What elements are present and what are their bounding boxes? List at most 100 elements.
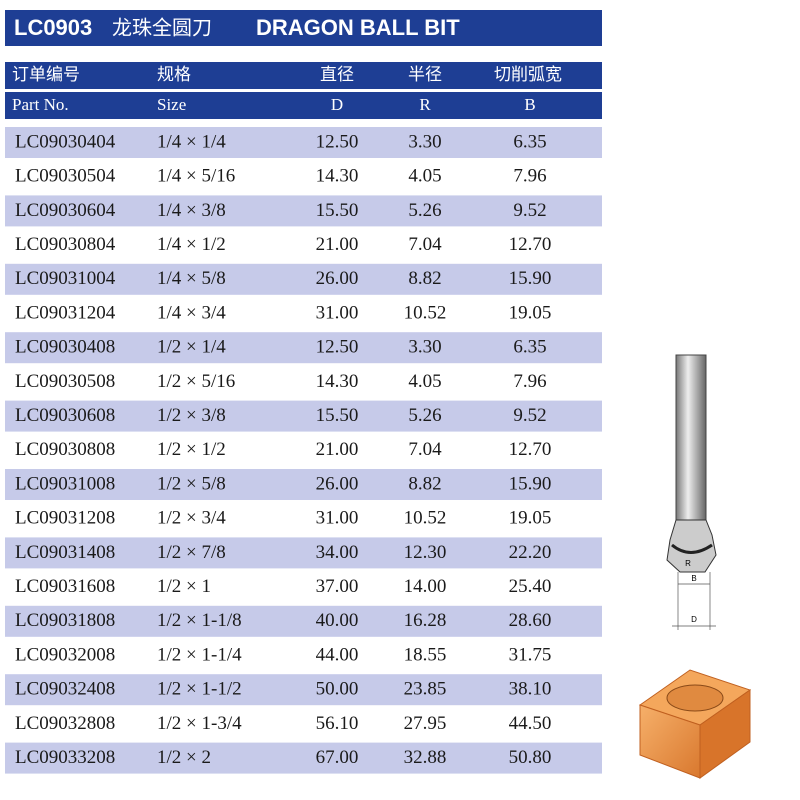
cell: 50.00 — [316, 679, 359, 700]
cell: 19.05 — [509, 508, 552, 529]
cell: 8.82 — [408, 268, 441, 289]
cell: LC09032008 — [15, 644, 115, 665]
cell: LC09031004 — [15, 268, 116, 289]
cell: 38.10 — [509, 679, 552, 700]
header-cn: 半径 — [408, 65, 442, 84]
title-en: DRAGON BALL BIT — [256, 15, 460, 40]
cell: LC09030408 — [15, 337, 115, 358]
cell: 19.05 — [509, 302, 552, 323]
title-cn: 龙珠全圆刀 — [112, 16, 212, 39]
cell: 5.26 — [408, 405, 441, 426]
cell: 1/2 × 7/8 — [157, 542, 226, 563]
row-stripe — [5, 400, 602, 432]
cell: 1/2 × 3/8 — [157, 405, 226, 426]
cell: LC09030808 — [15, 439, 115, 460]
cell: 25.40 — [509, 576, 552, 597]
cell: 1/2 × 1-1/2 — [157, 679, 242, 700]
cell: 1/2 × 1/2 — [157, 439, 226, 460]
title-bar — [5, 10, 602, 46]
cell: 5.26 — [408, 200, 441, 221]
cell: 12.70 — [509, 439, 552, 460]
cell: 12.50 — [316, 337, 359, 358]
cell: 26.00 — [316, 473, 359, 494]
header-en: D — [331, 95, 343, 114]
cell: 1/4 × 5/16 — [157, 166, 235, 187]
cell: LC09031008 — [15, 473, 115, 494]
header-en: R — [419, 95, 431, 114]
groove — [666, 684, 724, 712]
row-stripe — [5, 742, 602, 774]
cutter — [666, 519, 717, 573]
cell: LC09030804 — [15, 234, 116, 255]
cell: LC09030404 — [15, 131, 116, 152]
label-r: R — [685, 559, 691, 568]
cell: 31.00 — [316, 508, 359, 529]
cell: 1/2 × 1-3/4 — [157, 713, 242, 734]
cell: LC09031808 — [15, 610, 115, 631]
header-en: B — [524, 95, 535, 114]
row-stripe — [5, 263, 602, 295]
block-side — [699, 689, 751, 779]
cell: 14.30 — [316, 166, 359, 187]
cell: LC09031204 — [15, 302, 116, 323]
cell: 1/2 × 5/8 — [157, 473, 226, 494]
row-stripe — [5, 127, 602, 158]
cell: 32.88 — [404, 747, 447, 768]
cell: LC09032808 — [15, 713, 115, 734]
cell: 21.00 — [316, 439, 359, 460]
cell: 7.04 — [408, 234, 442, 255]
cell: 10.52 — [404, 302, 447, 323]
header-cn-bar — [5, 62, 602, 89]
cell: 9.52 — [513, 405, 546, 426]
cell: LC09031608 — [15, 576, 115, 597]
header-en: Part No. — [12, 95, 69, 114]
cutter-edge — [671, 543, 713, 554]
cell: 15.50 — [316, 200, 359, 221]
cell: 6.35 — [513, 131, 546, 152]
cell: 12.50 — [316, 131, 359, 152]
cell: 1/2 × 2 — [157, 747, 211, 768]
shank — [675, 354, 707, 521]
bit-drawing: R B D — [666, 354, 717, 630]
cell: 14.00 — [404, 576, 447, 597]
cell: 50.80 — [509, 747, 552, 768]
cell: 3.30 — [408, 337, 441, 358]
cell: 27.95 — [404, 713, 447, 734]
cell: 1/4 × 1/2 — [157, 234, 226, 255]
cell: 1/4 × 3/8 — [157, 200, 226, 221]
cell: 7.96 — [513, 371, 546, 392]
cell: 22.20 — [509, 542, 552, 563]
cell: 15.90 — [509, 473, 552, 494]
cell: 67.00 — [316, 747, 359, 768]
cell: 15.50 — [316, 405, 359, 426]
cell: 40.00 — [316, 610, 359, 631]
cell: 12.70 — [509, 234, 552, 255]
cell: LC09031208 — [15, 508, 115, 529]
row-stripe — [5, 537, 602, 569]
header-cn: 规格 — [157, 65, 191, 84]
cell: 18.55 — [404, 644, 447, 665]
label-b: B — [691, 574, 696, 583]
cell: 56.10 — [316, 713, 359, 734]
cell: 23.85 — [404, 679, 447, 700]
cell: 4.05 — [408, 166, 441, 187]
cell: LC09030604 — [15, 200, 116, 221]
wood-block — [638, 669, 752, 779]
header-cn: 直径 — [320, 65, 354, 84]
cell: LC09033208 — [15, 747, 115, 768]
cell: 1/2 × 1-1/4 — [157, 644, 242, 665]
cell: 1/2 × 3/4 — [157, 508, 226, 529]
cell: 14.30 — [316, 371, 359, 392]
table: 订单编号 规格 直径 半径 切削弧宽 Part No. Size D R B LC09030404 1… — [5, 65, 602, 774]
title-code: LC0903 — [14, 15, 92, 40]
row-stripe — [5, 605, 602, 637]
row-stripe — [5, 332, 602, 364]
cell: 44.00 — [316, 644, 359, 665]
cell: 31.75 — [509, 644, 552, 665]
cell: 34.00 — [316, 542, 359, 563]
cell: 1/2 × 1/4 — [157, 337, 226, 358]
cell: 1/4 × 1/4 — [157, 131, 226, 152]
cell: 15.90 — [509, 268, 552, 289]
cell: 37.00 — [316, 576, 359, 597]
